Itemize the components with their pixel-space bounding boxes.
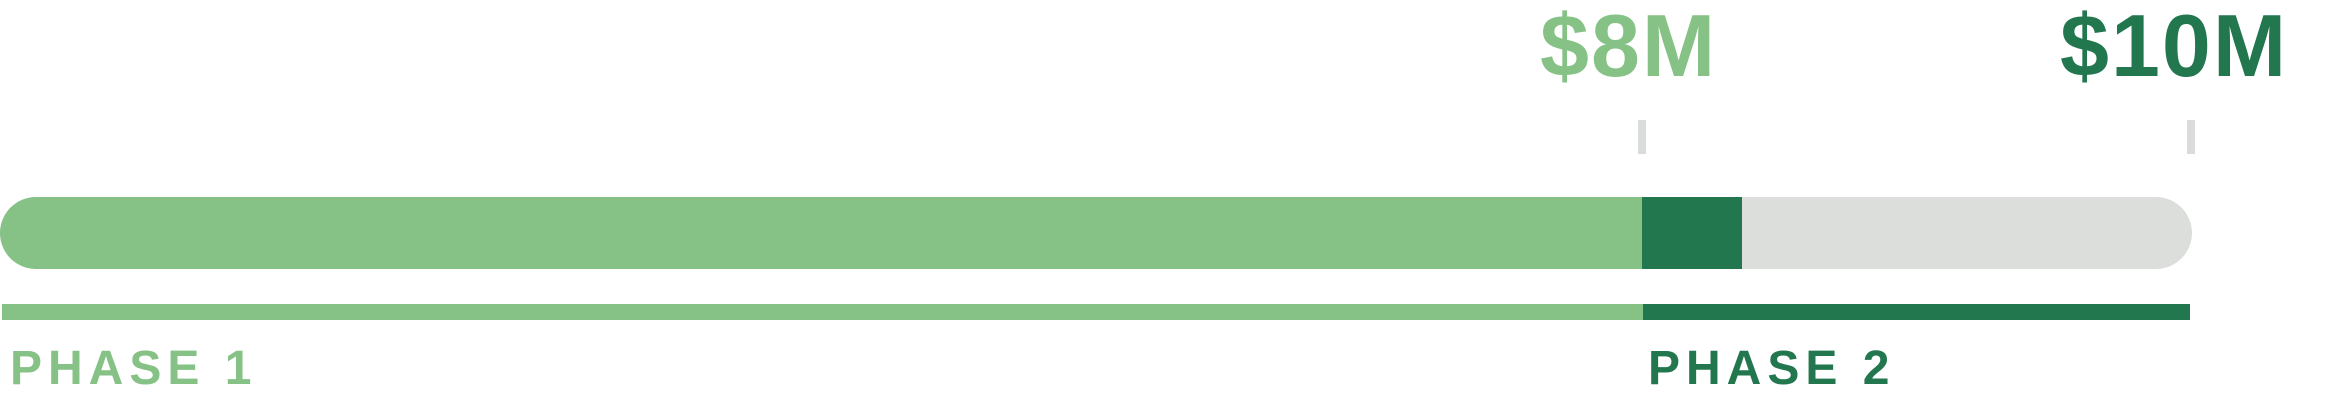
milestone-label-10m: $10M [2060,0,2289,95]
phase1-line [2,304,1643,320]
tick-mark-10m [2187,120,2195,154]
phase1-label: PHASE 1 [10,342,258,395]
progress-bar [0,197,2192,269]
tick-mark-8m [1638,120,1646,154]
progress-fill-phase2 [1641,197,1742,269]
phase2-line [1643,304,2190,320]
progress-fill-phase1 [0,197,1642,269]
phase2-label: PHASE 2 [1648,342,1896,395]
milestone-label-8m: $8M [1540,0,1718,95]
